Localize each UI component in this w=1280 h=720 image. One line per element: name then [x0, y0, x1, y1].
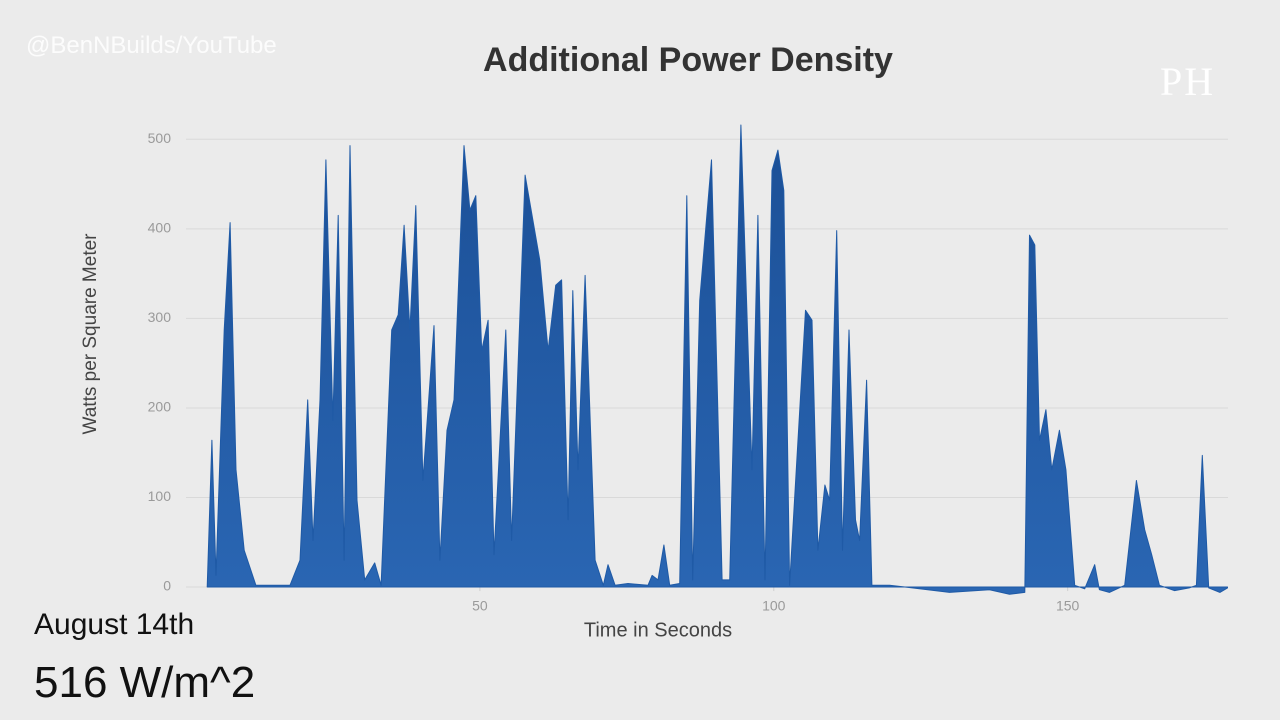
y-tick-label: 100 [148, 488, 172, 504]
logo: PH [1160, 59, 1216, 104]
x-tick-label: 150 [1056, 598, 1080, 614]
chart-title: Additional Power Density [483, 41, 893, 79]
y-axis-label: Watts per Square Meter [80, 233, 101, 435]
x-tick-label: 50 [472, 598, 488, 614]
y-tick-label: 0 [163, 578, 171, 594]
y-tick-label: 400 [148, 220, 172, 236]
y-tick-label: 500 [148, 130, 172, 146]
caption-date: August 14th [34, 608, 195, 641]
x-tick-label: 100 [762, 598, 786, 614]
area [206, 124, 1228, 595]
x-axis-label: Time in Seconds [584, 619, 732, 641]
y-tick-label: 300 [148, 309, 172, 325]
caption-reading: 516 W/m^2 [34, 658, 256, 707]
watermark: @BenNBuilds/YouTube [26, 32, 277, 59]
y-tick-label: 200 [148, 399, 172, 415]
plot [206, 124, 1228, 595]
